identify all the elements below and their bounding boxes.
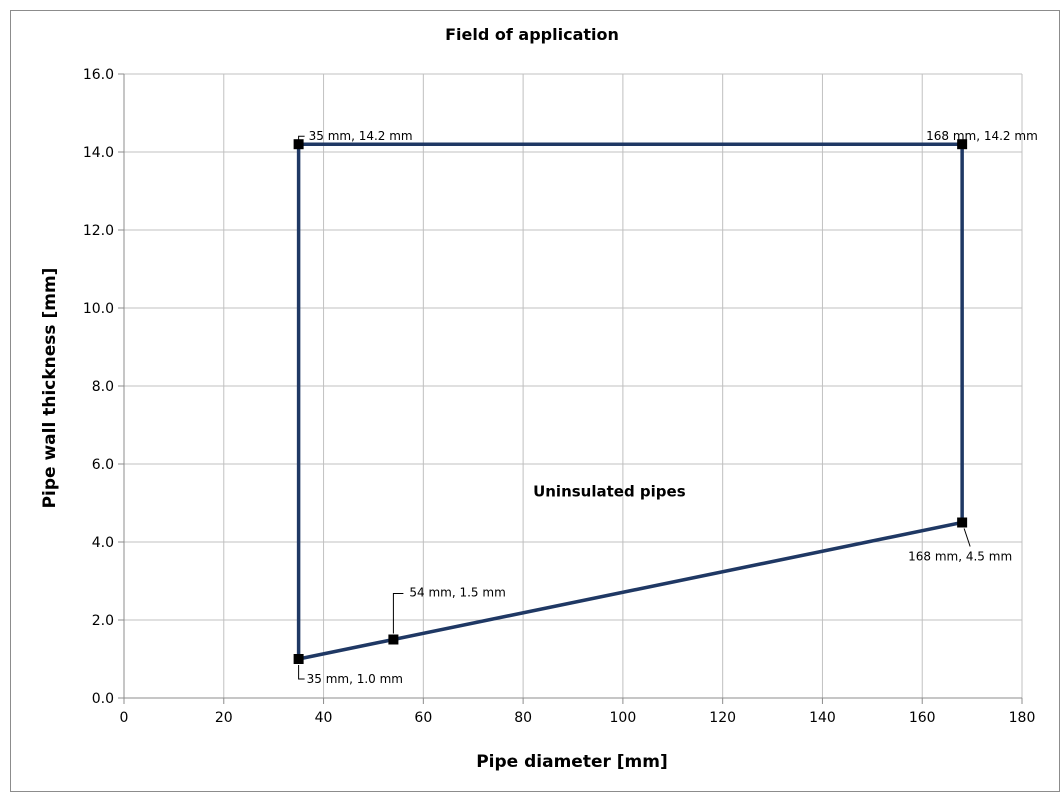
y-tick-label: 8.0 xyxy=(92,379,114,395)
x-tick-label: 20 xyxy=(215,710,233,726)
x-axis-title: Pipe diameter [mm] xyxy=(476,752,668,772)
series-line xyxy=(296,142,964,661)
y-tick-label: 14.0 xyxy=(83,145,114,161)
y-axis-title: Pipe wall thickness [mm] xyxy=(40,268,60,509)
x-tick-label: 180 xyxy=(1009,710,1036,726)
chart-title: Field of application xyxy=(445,25,619,44)
x-tick-label: 140 xyxy=(809,710,836,726)
y-tick-label: 2.0 xyxy=(92,613,114,629)
y-tick-label: 6.0 xyxy=(92,457,114,473)
x-tick-label: 0 xyxy=(120,710,129,726)
data-point-marker xyxy=(293,654,304,664)
x-tick-label: 100 xyxy=(610,710,637,726)
data-point-label: 168 mm, 4.5 mm xyxy=(908,550,1012,564)
label-leader xyxy=(298,135,305,141)
y-tick-label: 10.0 xyxy=(83,301,114,317)
grid xyxy=(123,73,1023,699)
x-tick-label: 80 xyxy=(514,710,532,726)
data-point-marker xyxy=(388,634,399,645)
x-tick-label: 120 xyxy=(709,710,736,726)
point-labels: 35 mm, 14.2 mm 168 mm, 14.2 mm 168 mm, 4.5… xyxy=(298,129,1038,686)
data-point-marker xyxy=(957,139,968,150)
axes xyxy=(118,73,1023,704)
label-leader xyxy=(392,593,404,634)
data-point-label: 54 mm, 1.5 mm xyxy=(409,586,505,600)
series-layer xyxy=(296,142,964,661)
markers xyxy=(293,139,968,664)
y-tick-label: 16.0 xyxy=(83,67,114,83)
chart-frame xyxy=(10,10,1060,792)
x-tick-label: 40 xyxy=(315,710,333,726)
x-tick-labels: 0 20 40 60 80 100 120 140 160 180 xyxy=(120,710,1036,726)
y-tick-label: 4.0 xyxy=(92,535,114,551)
data-point-marker xyxy=(957,517,968,528)
data-point-label: 35 mm, 14.2 mm xyxy=(309,129,413,143)
x-tick-label: 60 xyxy=(414,710,432,726)
x-tick-label: 160 xyxy=(909,710,936,726)
data-point-label: 35 mm, 1.0 mm xyxy=(307,672,403,686)
label-leader xyxy=(298,665,305,680)
data-point-label: 168 mm, 14.2 mm xyxy=(926,129,1038,143)
y-tick-label: 12.0 xyxy=(83,223,114,239)
region-annotation: Uninsulated pipes xyxy=(533,482,686,500)
label-leader xyxy=(963,528,971,547)
data-point-marker xyxy=(293,139,304,150)
y-tick-labels: 0.0 2.0 4.0 6.0 8.0 10.0 12.0 14.0 16.0 xyxy=(83,67,114,707)
y-tick-label: 0.0 xyxy=(92,691,114,707)
